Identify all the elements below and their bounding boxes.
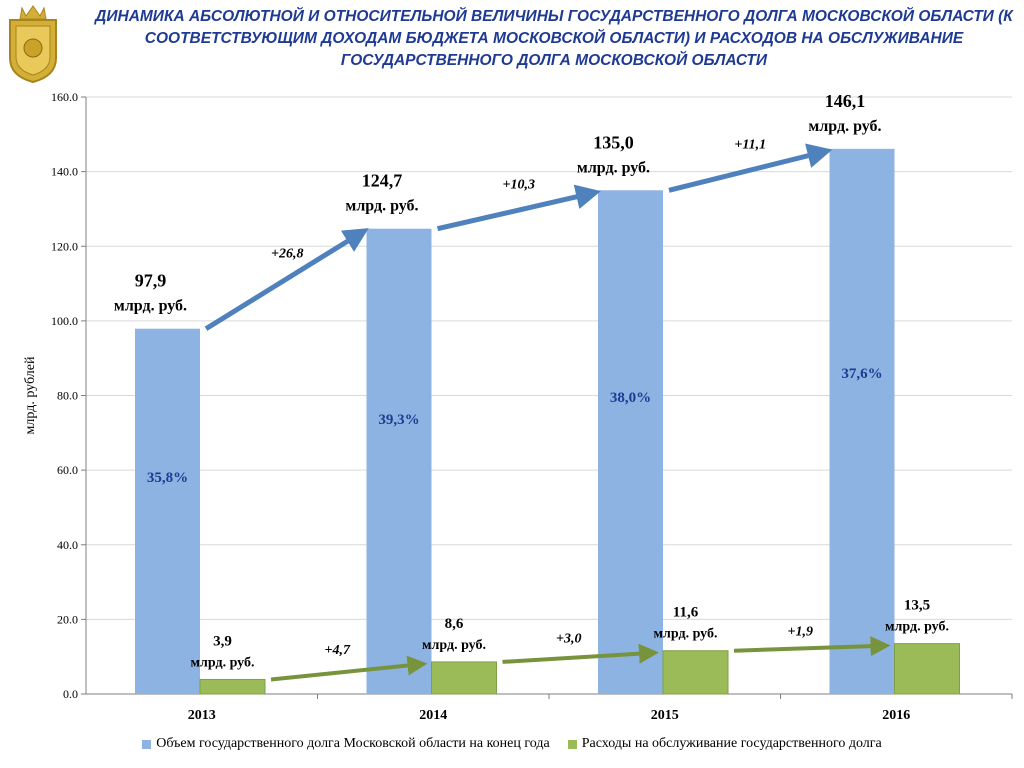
service-value-label: 3,9: [213, 633, 232, 649]
debt-growth-arrow: [436, 184, 601, 232]
y-tick-label: 80.0: [57, 389, 78, 403]
x-tick-label: 2013: [188, 708, 216, 723]
legend-item-debt: Объем государственного долга Московской …: [142, 736, 550, 752]
legend: Объем государственного долга Московской …: [0, 736, 1024, 752]
debt-percent-label: 38,0%: [610, 390, 651, 406]
data-labels: 97,9 млрд. руб. 35,8% 124,7 млрд. руб. 39,3% 1…: [114, 91, 949, 671]
service-increment-label: +3,0: [556, 632, 581, 647]
service-growth-arrow: [502, 643, 659, 664]
debt-percent-label: 35,8%: [147, 470, 188, 486]
debt-growth-arrow: [204, 228, 369, 331]
debt-value-label: 124,7: [362, 171, 403, 191]
debt-unit-label: млрд. руб.: [577, 159, 650, 176]
legend-swatch-debt: [142, 739, 152, 749]
legend-item-service: Расходы на обслуживание государственного…: [567, 736, 882, 752]
debt-value-label: 146,1: [825, 91, 866, 111]
bars: [135, 148, 960, 695]
service-unit-label: млрд. руб.: [191, 655, 255, 670]
growth-arrows: [204, 143, 891, 682]
y-tick-label: 140.0: [51, 165, 78, 179]
chart-title: ДИНАМИКА АБСОЛЮТНОЙ И ОТНОСИТЕЛЬНОЙ ВЕЛИ…: [95, 8, 1013, 69]
debt-increment-label: +11,1: [734, 138, 766, 153]
y-tick-label: 60.0: [57, 463, 78, 477]
legend-label-service: Расходы на обслуживание государственного…: [581, 736, 882, 751]
bar-service-2013: [199, 678, 266, 695]
service-value-label: 11,6: [673, 605, 699, 621]
y-tick-label: 100.0: [51, 314, 78, 328]
bar-service-2016: [894, 643, 960, 695]
debt-increment-label: +26,8: [271, 247, 303, 262]
service-growth-arrow: [733, 636, 891, 657]
bar-service-2015: [662, 650, 729, 695]
bar-service-2014: [431, 661, 497, 695]
service-growth-arrow: [270, 655, 428, 682]
debt-value-label: 97,9: [135, 271, 167, 291]
service-value-label: 8,6: [445, 616, 464, 632]
debt-unit-label: млрд. руб.: [345, 198, 418, 215]
y-tick-label: 120.0: [51, 239, 78, 253]
bar-chart: 0.0 20.0 40.0 60.0 80.0 100.0 120.0 140.0 160.0 м…: [23, 90, 1013, 723]
bar-debt-2013: [135, 328, 200, 694]
y-axis-label: млрд. рублей: [23, 356, 38, 434]
debt-percent-label: 37,6%: [841, 366, 882, 382]
legend-label-debt: Объем государственного долга Московской …: [156, 736, 550, 751]
bar-debt-2015: [598, 190, 663, 694]
service-unit-label: млрд. руб.: [654, 627, 718, 642]
debt-growth-arrow: [668, 143, 833, 193]
y-tick-label: 40.0: [57, 538, 78, 552]
service-increment-label: +4,7: [325, 643, 351, 658]
debt-unit-label: млрд. руб.: [808, 118, 881, 135]
y-tick-label: 160.0: [51, 90, 78, 104]
service-increment-label: +1,9: [788, 625, 813, 640]
debt-increment-label: +10,3: [503, 177, 535, 192]
debt-value-label: 135,0: [593, 132, 634, 152]
service-unit-label: млрд. руб.: [422, 638, 486, 653]
bar-debt-2016: [829, 148, 895, 694]
y-tick-label: 20.0: [57, 612, 78, 626]
coat-of-arms-logo: [9, 5, 57, 84]
x-tick-label: 2016: [882, 708, 910, 723]
bar-debt-2014: [366, 228, 432, 694]
x-tick-label: 2014: [419, 708, 447, 723]
y-tick-label: 0.0: [63, 687, 78, 701]
debt-percent-label: 39,3%: [378, 412, 419, 428]
x-tick-label: 2015: [651, 708, 679, 723]
service-unit-label: млрд. руб.: [885, 620, 949, 635]
legend-swatch-service: [567, 739, 577, 749]
debt-unit-label: млрд. руб.: [114, 298, 187, 315]
service-value-label: 13,5: [904, 598, 930, 614]
